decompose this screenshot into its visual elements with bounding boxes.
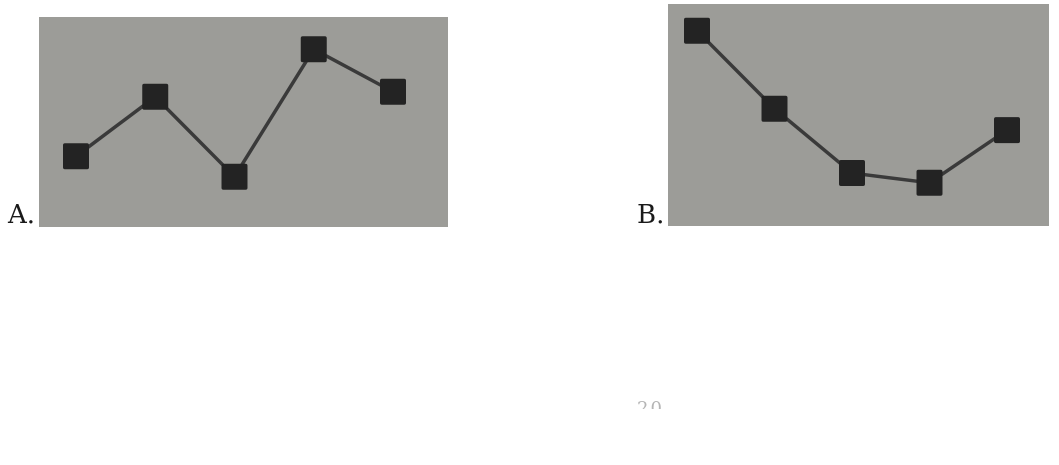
chart-b-background [668, 4, 1049, 226]
stray-text: 20 [637, 400, 664, 409]
chart-b [668, 4, 1049, 226]
chart-a-point-2 [142, 83, 169, 110]
option-b-label: B. [637, 200, 665, 230]
chart-b-point-3 [839, 160, 865, 187]
chart-a-background [39, 17, 448, 227]
chart-a-point-3 [221, 163, 248, 190]
chart-b-point-5 [994, 117, 1020, 144]
chart-a [39, 17, 448, 227]
chart-b-point-4 [916, 169, 943, 196]
chart-b-point-2 [761, 95, 788, 122]
chart-a-point-4 [300, 36, 327, 63]
option-a-label: A. [8, 200, 36, 230]
chart-a-point-1 [63, 143, 89, 170]
chart-a-point-5 [380, 78, 406, 105]
chart-b-point-1 [684, 17, 710, 44]
